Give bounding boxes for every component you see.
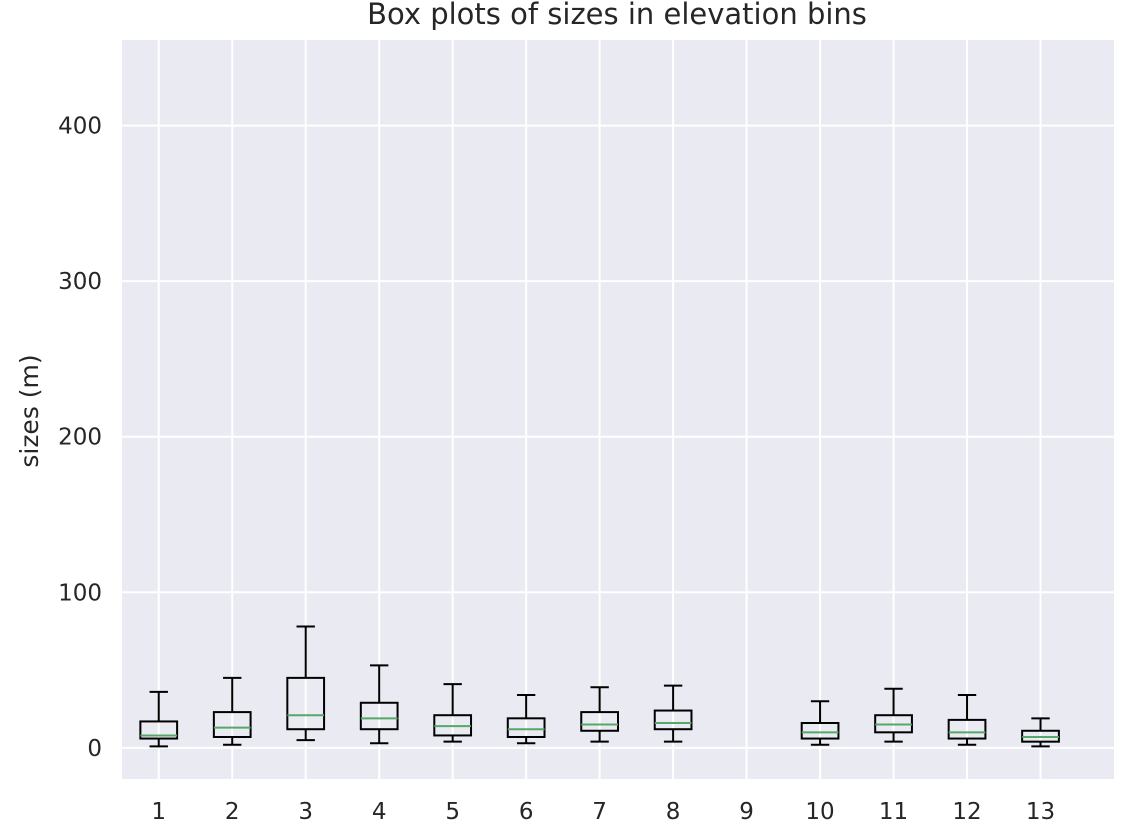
- y-tick-label: 100: [58, 580, 102, 606]
- x-tick-label: 10: [805, 799, 834, 825]
- y-tick-label: 200: [58, 425, 102, 451]
- x-tick-label: 3: [298, 799, 313, 825]
- box-plot-4: [359, 664, 399, 745]
- box-plot-6: [506, 693, 546, 745]
- y-tick-label: 400: [58, 114, 102, 140]
- box-plot-5: [433, 683, 473, 743]
- iqr-box: [359, 701, 399, 731]
- plot-area: [122, 40, 1114, 779]
- x-tick-label: 2: [225, 799, 240, 825]
- x-tick-label: 13: [1026, 799, 1055, 825]
- iqr-box: [580, 711, 620, 732]
- box-plot-13: [1021, 717, 1060, 748]
- y-tick-label: 300: [58, 269, 102, 295]
- x-tick-label: 8: [666, 799, 681, 825]
- box-plot-12: [947, 693, 987, 746]
- x-tick-label: 7: [592, 799, 607, 825]
- box-plot-7: [580, 686, 620, 743]
- x-tick-label: 1: [151, 799, 166, 825]
- box-series: [139, 625, 1060, 748]
- box-plot-1: [139, 690, 179, 748]
- iqr-box: [139, 720, 179, 740]
- iqr-box: [286, 676, 326, 731]
- box-plot-8: [653, 684, 693, 743]
- box-plot-11: [874, 687, 913, 743]
- chart-title: Box plots of sizes in elevation bins: [367, 0, 867, 31]
- box-plot-2: [212, 676, 252, 746]
- x-tick-label: 11: [879, 799, 908, 825]
- iqr-box: [506, 717, 546, 738]
- x-tick-label: 6: [519, 799, 534, 825]
- x-tick-label: 9: [739, 799, 754, 825]
- box-plot-10: [800, 700, 840, 746]
- iqr-box: [653, 709, 693, 731]
- x-tick-label: 5: [445, 799, 460, 825]
- gridlines: [122, 40, 1114, 779]
- box-plot-3: [286, 625, 326, 742]
- x-tick-label: 12: [952, 799, 981, 825]
- y-axis-label: sizes (m): [15, 354, 44, 467]
- iqr-box: [212, 711, 252, 738]
- x-tick-label: 4: [372, 799, 387, 825]
- iqr-box: [947, 718, 987, 740]
- y-tick-labels: 0 100 200 300 400: [58, 114, 102, 762]
- x-tick-labels: 1 2 3 4 5 6 7 8 9 10 11 12 13: [151, 799, 1055, 825]
- iqr-box: [800, 721, 840, 740]
- y-tick-label: 0: [87, 736, 102, 762]
